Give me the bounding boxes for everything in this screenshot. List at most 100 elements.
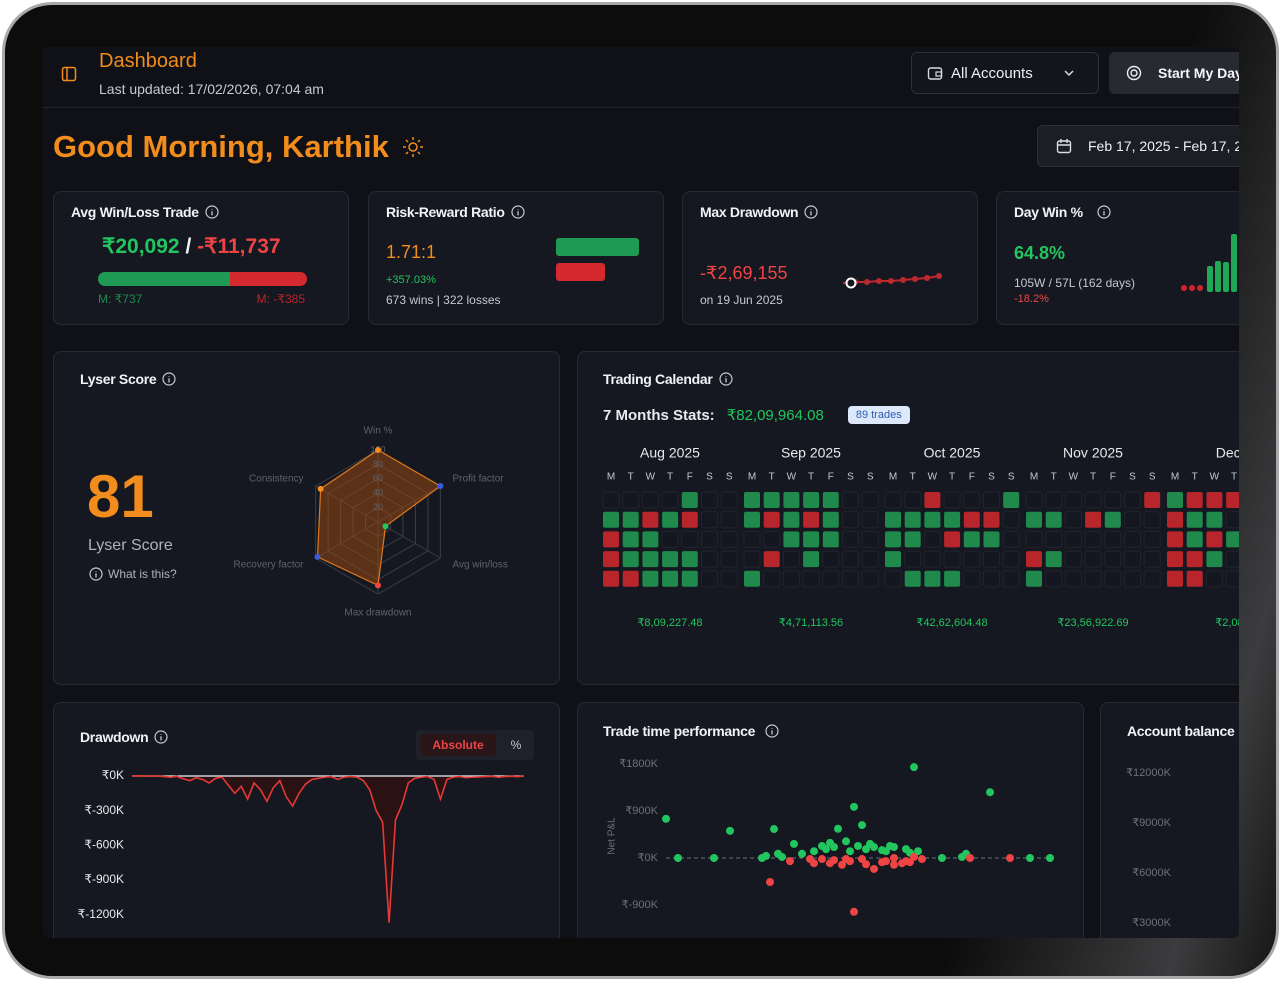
day-cell — [603, 531, 619, 548]
empty-day-cell — [701, 511, 718, 529]
month-label: Dec 2 — [1216, 445, 1239, 461]
date-range-picker[interactable]: Feb 17, 2025 - Feb 17, 2 — [1037, 125, 1239, 167]
info-icon[interactable] — [718, 372, 733, 386]
card-title: Risk-Reward Ratio — [386, 204, 505, 220]
month-label: Sep 2025 — [781, 445, 841, 461]
dot — [936, 273, 942, 279]
help-link[interactable]: What is this? — [89, 567, 177, 581]
score-label: Lyser Score — [88, 537, 173, 554]
drawdown-chart: ₹0K ₹-300K ₹-600K ₹-900K ₹-1200K — [78, 768, 525, 923]
empty-day-cell — [1002, 530, 1020, 548]
empty-day-cell — [1064, 570, 1082, 588]
info-icon[interactable] — [1097, 205, 1111, 219]
empty-day-cell — [1143, 530, 1161, 548]
scatter-point — [986, 788, 994, 797]
sun-icon — [403, 137, 423, 157]
min-loss: M: -₹385 — [256, 292, 305, 306]
day-cell — [803, 551, 820, 568]
day-cell — [681, 511, 698, 528]
day-cell — [603, 570, 619, 587]
sidebar-toggle[interactable] — [61, 66, 77, 82]
scatter-point — [854, 841, 862, 850]
empty-day-cell — [1025, 530, 1043, 548]
scatter-point — [918, 855, 926, 864]
icon-shape — [408, 142, 418, 152]
empty-day-cell — [661, 530, 679, 548]
empty-day-cell — [884, 570, 902, 588]
last-updated: Last updated: 17/02/2026, 07:04 am — [99, 81, 324, 97]
empty-day-cell — [720, 491, 738, 509]
day-cell — [1167, 511, 1183, 528]
empty-day-cell — [743, 530, 761, 548]
scatter-point — [810, 847, 818, 856]
icon-shape — [935, 71, 943, 77]
radar-axis-label: Max drawdown — [344, 608, 411, 619]
day-cell — [763, 492, 780, 508]
empty-day-cell — [1064, 511, 1082, 529]
info-glyph — [1097, 205, 1111, 219]
radar-point — [375, 447, 381, 453]
scatter-point — [862, 860, 870, 869]
dot — [876, 278, 882, 284]
radar-axis-label: Recovery factor — [233, 560, 304, 571]
scatter-point — [858, 821, 866, 830]
radar-point — [382, 523, 389, 530]
empty-day-cell — [1002, 570, 1020, 588]
info-icon[interactable] — [804, 205, 818, 219]
empty-day-cell — [983, 491, 1000, 509]
info-icon[interactable] — [205, 205, 219, 219]
day-cell — [944, 531, 961, 548]
empty-day-cell — [782, 550, 800, 568]
scatter-point — [870, 864, 878, 873]
month-label: Oct 2025 — [924, 445, 981, 461]
empty-day-cell — [1002, 550, 1020, 568]
info-icon[interactable] — [511, 205, 525, 219]
scatter-point — [830, 843, 838, 852]
scatter-point — [938, 853, 946, 862]
empty-day-cell — [861, 511, 879, 529]
empty-day-cell — [884, 491, 902, 509]
info-icon[interactable] — [162, 372, 176, 386]
info-icon[interactable] — [765, 724, 779, 738]
scatter-point — [890, 843, 898, 852]
empty-day-cell — [861, 491, 879, 509]
radar-axis-label: Avg win/loss — [452, 560, 507, 571]
toggle-absolute[interactable]: Absolute — [420, 734, 496, 756]
scatter-point — [842, 837, 850, 846]
day-cell — [1206, 492, 1223, 508]
day-cell — [681, 551, 698, 568]
empty-day-cell — [701, 570, 718, 588]
weekday-label: T — [1231, 472, 1237, 483]
scatter-point — [910, 763, 918, 772]
empty-day-cell — [681, 530, 699, 548]
weekday-label: T — [628, 472, 634, 483]
info-icon[interactable] — [154, 730, 168, 744]
dot — [912, 276, 918, 282]
month-total: ₹2,08,2 — [1215, 617, 1239, 629]
weekday-label: S — [726, 472, 733, 483]
day-cell — [822, 492, 839, 508]
scatter-point — [914, 847, 922, 856]
month-total: ₹4,71,113.56 — [779, 617, 843, 629]
empty-day-cell — [1084, 530, 1102, 548]
empty-day-cell — [622, 491, 640, 509]
scatter-point — [786, 857, 794, 866]
weekday-label: M — [889, 472, 897, 483]
account-selector[interactable]: All Accounts — [911, 52, 1099, 94]
scatter-point — [878, 858, 886, 867]
panel-title: Trade time performance — [603, 723, 756, 739]
day-cell — [944, 570, 961, 587]
day-cell — [642, 531, 659, 548]
wallet-icon — [927, 67, 943, 80]
weekday-label: W — [787, 472, 797, 483]
weekday-label: F — [687, 472, 693, 483]
toggle-percent[interactable]: % — [510, 738, 522, 752]
card-title: Avg Win/Loss Trade — [71, 204, 199, 220]
max-drawdown-date: on 19 Jun 2025 — [700, 293, 783, 307]
day-cell — [1104, 511, 1121, 528]
separator: / — [185, 235, 192, 258]
y-tick-label: ₹6000K — [1132, 867, 1171, 879]
empty-day-cell — [720, 511, 738, 529]
start-day-button[interactable]: Start My Day — [1109, 52, 1239, 94]
